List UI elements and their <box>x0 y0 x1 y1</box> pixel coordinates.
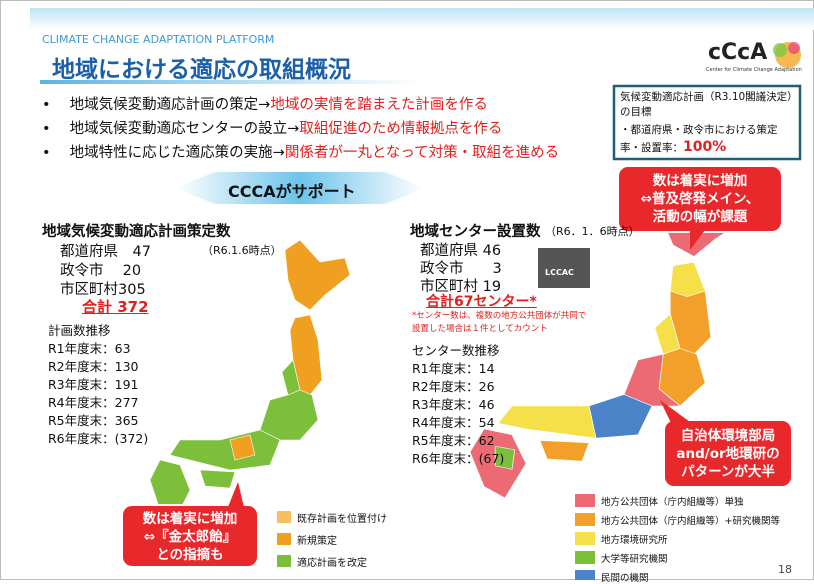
plans-row: 市区町村305 <box>60 282 146 298</box>
callout-line: との指摘も <box>156 547 224 563</box>
page-number: 18 <box>778 563 792 576</box>
legend-swatch <box>277 555 291 567</box>
legend-label: 適応計画を改定 <box>297 558 367 569</box>
target-box <box>612 84 802 161</box>
bullet-emphasis: 取組促進のため情報拠点を作る <box>299 121 503 137</box>
callout <box>121 504 259 568</box>
legend-label: 地方公共団体（庁内組織等）単独 <box>601 497 744 508</box>
target-title: 気候変動適応計画（R3.10閣議決定）の目標 <box>620 91 793 118</box>
plans-trend-item: R4年度末：277 <box>48 395 139 410</box>
centers-trend-title: センター数推移 <box>412 343 500 358</box>
centers-trend-item: R6年度末：(67) <box>412 451 505 466</box>
legend-swatch <box>277 533 291 545</box>
bullet: • 地域気候変動適応センターの設立→取組促進のため情報拠点を作る <box>42 121 503 137</box>
callout-pointer <box>660 400 690 425</box>
plans-row: 都道府県 47 <box>60 244 151 260</box>
callout-text: 数は着実に増加 ⇔『金太郎飴』 との指摘も <box>122 510 258 564</box>
centers-row: 市区町村 19 <box>420 279 502 295</box>
target-label: ・都道府県・政令市における策定率・設置率： <box>620 124 778 154</box>
callout-line: ⇔普及啓発メイン、 <box>640 191 760 207</box>
callout-line: 数は着実に増加 <box>652 173 748 189</box>
callout-text: 自治体環境部局 and/or地環研の パターンが大半 <box>664 427 792 481</box>
callout-line: 活動の幅が課題 <box>652 209 748 225</box>
centers-title: 地域センター設置数 <box>410 224 541 240</box>
logo: cCcA <box>708 40 768 65</box>
photo-label: LCCAC <box>545 268 574 277</box>
top-band <box>30 8 814 30</box>
plans-trend-item: R6年度末：(372) <box>48 431 149 446</box>
logo-subtitle: Center for Climate Change Adaptation <box>706 67 802 73</box>
callout-line: and/or地環研の <box>676 446 780 462</box>
callout <box>663 419 793 488</box>
target-text: ・都道府県・政令市における策定率・設置率：100% <box>620 122 796 157</box>
plans-row: 政令市 20 <box>60 263 142 279</box>
legend-swatch <box>575 513 595 526</box>
legend-swatch <box>575 494 595 507</box>
kicker: CLIMATE CHANGE ADAPTATION PLATFORM <box>42 33 275 46</box>
callout-pointer <box>228 482 244 507</box>
bullet-lead: 地域気候変動適応計画の策定→ <box>69 97 271 113</box>
centers-note-line: 設置した場合は１件としてカウント <box>412 324 548 334</box>
bullet: • 地域特性に応じた適応策の実施→関係者が一丸となって対策・取組を進める <box>42 145 560 161</box>
banner-text: CCCAがサポート <box>228 182 356 201</box>
centers-row: 都道府県 46 <box>420 243 502 259</box>
target-value: 100% <box>683 139 727 155</box>
bullet-lead: 地域気候変動適応センターの設立→ <box>69 121 300 137</box>
logo-mark <box>788 42 800 54</box>
centers-trend-item: R5年度末：62 <box>412 433 495 448</box>
plans-trend-title: 計画数推移 <box>48 323 111 338</box>
centers-trend-item: R1年度末：14 <box>412 361 495 376</box>
plans-trend-item: R3年度末：191 <box>48 377 139 392</box>
callout-line: 数は着実に増加 <box>142 511 238 527</box>
centers-trend-item: R3年度末：46 <box>412 397 495 412</box>
centers-trend-item: R2年度末：26 <box>412 379 495 394</box>
bullet-emphasis: 関係者が一丸となって対策・取組を進める <box>284 145 560 161</box>
callout-line: パターンが大半 <box>681 464 775 480</box>
legend-label: 地方環境研究所 <box>601 535 668 546</box>
legend-swatch <box>277 511 291 523</box>
map-plans <box>149 239 351 521</box>
plans-title: 地域気候変動適応計画策定数 <box>42 224 231 240</box>
banner <box>175 172 425 204</box>
legend-label: 地方公共団体（庁内組織等）+研究機関等 <box>601 516 780 527</box>
legend-label: 大学等研究機関 <box>601 554 668 565</box>
legend-swatch <box>575 532 595 545</box>
bullet-lead: 地域特性に応じた適応策の実施→ <box>69 145 285 161</box>
callout-text: 数は着実に増加 ⇔普及啓発メイン、 活動の幅が課題 <box>618 172 782 226</box>
legend-label: 既存計画を位置付け <box>297 514 387 525</box>
bullet-emphasis: 地域の実情を踏まえた計画を作る <box>270 97 488 113</box>
legend-swatch <box>575 551 595 564</box>
centers-trend-item: R4年度末：54 <box>412 415 495 430</box>
plans-trend-item: R1年度末：63 <box>48 341 131 356</box>
bullet: • 地域気候変動適応計画の策定→地域の実情を踏まえた計画を作る <box>42 97 488 113</box>
centers-date: （R6．1．6時点） <box>545 225 640 238</box>
plans-total: 合計 372 <box>82 298 149 316</box>
plans-date: （R6.1.6時点） <box>202 244 282 257</box>
centers-row: 政令市 3 <box>420 261 502 277</box>
plans-trend-item: R5年度末：365 <box>48 413 139 428</box>
callout-line: 自治体環境部局 <box>680 428 776 444</box>
title: 地域における適応の取組概況 <box>52 57 351 83</box>
legend-swatch <box>575 570 595 580</box>
title-underline <box>40 80 420 84</box>
centers-total: 合計67センター* <box>426 294 537 310</box>
centers-note-line: *センター数は、複数の地方公共団体が共同で <box>412 311 587 321</box>
photo <box>538 248 590 288</box>
callout-pointer <box>690 230 705 250</box>
plans-trend-item: R2年度末：130 <box>48 359 139 374</box>
callout-line: ⇔『金太郎飴』 <box>143 529 237 545</box>
logo-mark <box>773 43 787 57</box>
legend-label: 新規策定 <box>297 536 337 547</box>
legend-label: 民間の機関 <box>601 573 649 584</box>
